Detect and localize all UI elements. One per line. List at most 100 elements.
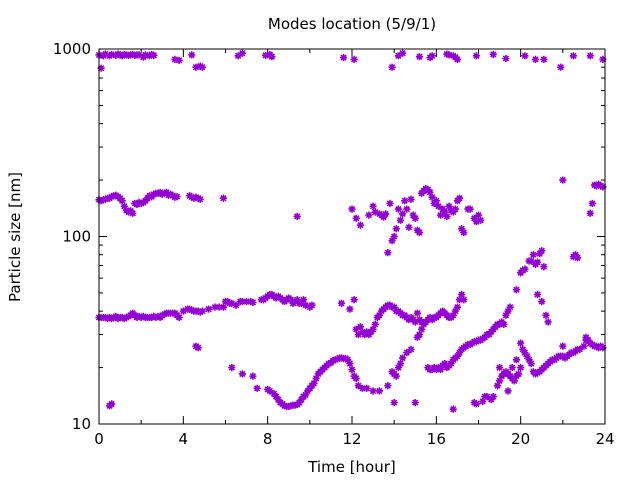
data-point	[517, 339, 525, 347]
data-point	[415, 330, 424, 339]
data-point	[394, 52, 402, 60]
data-point	[390, 399, 398, 407]
tick-layer: 0 4 8 12 16 20 24 10 100 1000	[53, 40, 615, 448]
data-point	[198, 307, 206, 315]
data-point	[164, 191, 173, 199]
data-point	[489, 393, 497, 401]
data-point	[358, 384, 367, 392]
data-point	[510, 377, 518, 385]
data-point	[451, 205, 459, 213]
data-point	[449, 405, 457, 413]
data-point	[175, 56, 183, 64]
plot-border	[98, 48, 606, 425]
data-point	[399, 210, 407, 218]
data-point	[443, 50, 451, 58]
data-point	[310, 379, 318, 387]
data-point	[472, 52, 480, 60]
data-point	[415, 53, 424, 61]
data-point	[344, 356, 352, 364]
data-point	[348, 366, 356, 374]
data-point	[242, 297, 251, 306]
data-point	[512, 286, 521, 294]
data-point	[390, 232, 398, 241]
data-point	[514, 370, 523, 378]
data-point	[238, 297, 246, 306]
data-point	[215, 303, 223, 311]
data-point	[384, 249, 392, 257]
data-point	[150, 190, 158, 198]
data-point	[493, 382, 502, 390]
data-point	[506, 303, 514, 311]
data-point	[346, 359, 354, 368]
data-point	[441, 208, 449, 216]
data-point	[544, 318, 552, 326]
data-point	[135, 51, 143, 59]
data-point	[405, 223, 413, 231]
data-point	[392, 372, 400, 380]
y-tick-label: 1000	[53, 40, 91, 58]
data-point	[350, 296, 358, 304]
data-point	[196, 195, 204, 203]
data-point	[238, 49, 246, 57]
data-point	[445, 202, 453, 210]
data-point	[114, 50, 122, 58]
data-point	[375, 387, 384, 395]
data-point	[559, 176, 567, 184]
data-point	[458, 290, 466, 299]
data-point	[413, 309, 421, 317]
data-point	[470, 214, 478, 222]
data-point	[356, 323, 365, 331]
data-point	[211, 303, 219, 311]
data-point	[559, 342, 567, 350]
data-point	[557, 63, 565, 71]
data-point	[308, 301, 316, 309]
data-point	[388, 237, 396, 245]
data-point	[432, 197, 440, 205]
data-point	[533, 290, 542, 299]
data-point	[573, 254, 582, 262]
x-tick-label: 4	[179, 430, 189, 448]
data-point	[466, 205, 474, 213]
data-point	[108, 50, 116, 59]
data-point	[175, 313, 183, 322]
data-point	[386, 199, 394, 208]
data-point	[428, 193, 436, 201]
data-point	[352, 214, 360, 222]
data-point	[390, 303, 398, 311]
data-point	[363, 384, 371, 392]
data-point	[403, 205, 411, 213]
data-point	[521, 52, 529, 60]
data-point	[356, 221, 365, 229]
data-point	[483, 393, 491, 401]
data-point	[150, 51, 158, 59]
data-point	[129, 209, 137, 217]
data-point	[101, 50, 109, 58]
x-tick-label: 20	[511, 430, 530, 448]
data-point	[108, 400, 116, 408]
data-point	[533, 258, 542, 266]
data-point	[441, 359, 449, 368]
data-point	[453, 352, 462, 360]
data-point	[249, 298, 257, 307]
data-point	[352, 325, 360, 333]
data-point	[453, 55, 462, 64]
data-point	[417, 325, 426, 333]
data-point	[460, 296, 468, 304]
data-point	[477, 216, 485, 224]
data-point	[531, 55, 540, 64]
data-point	[569, 52, 577, 60]
data-point	[500, 320, 508, 328]
data-point	[443, 212, 451, 220]
data-point	[533, 368, 542, 377]
data-point	[120, 202, 128, 210]
data-point	[411, 318, 419, 326]
data-point	[521, 265, 529, 273]
data-point	[403, 349, 411, 357]
point-layer	[95, 49, 607, 413]
data-point	[371, 208, 379, 216]
data-point	[455, 296, 464, 304]
data-point	[597, 182, 605, 190]
data-point	[407, 195, 415, 203]
data-point	[588, 199, 596, 208]
